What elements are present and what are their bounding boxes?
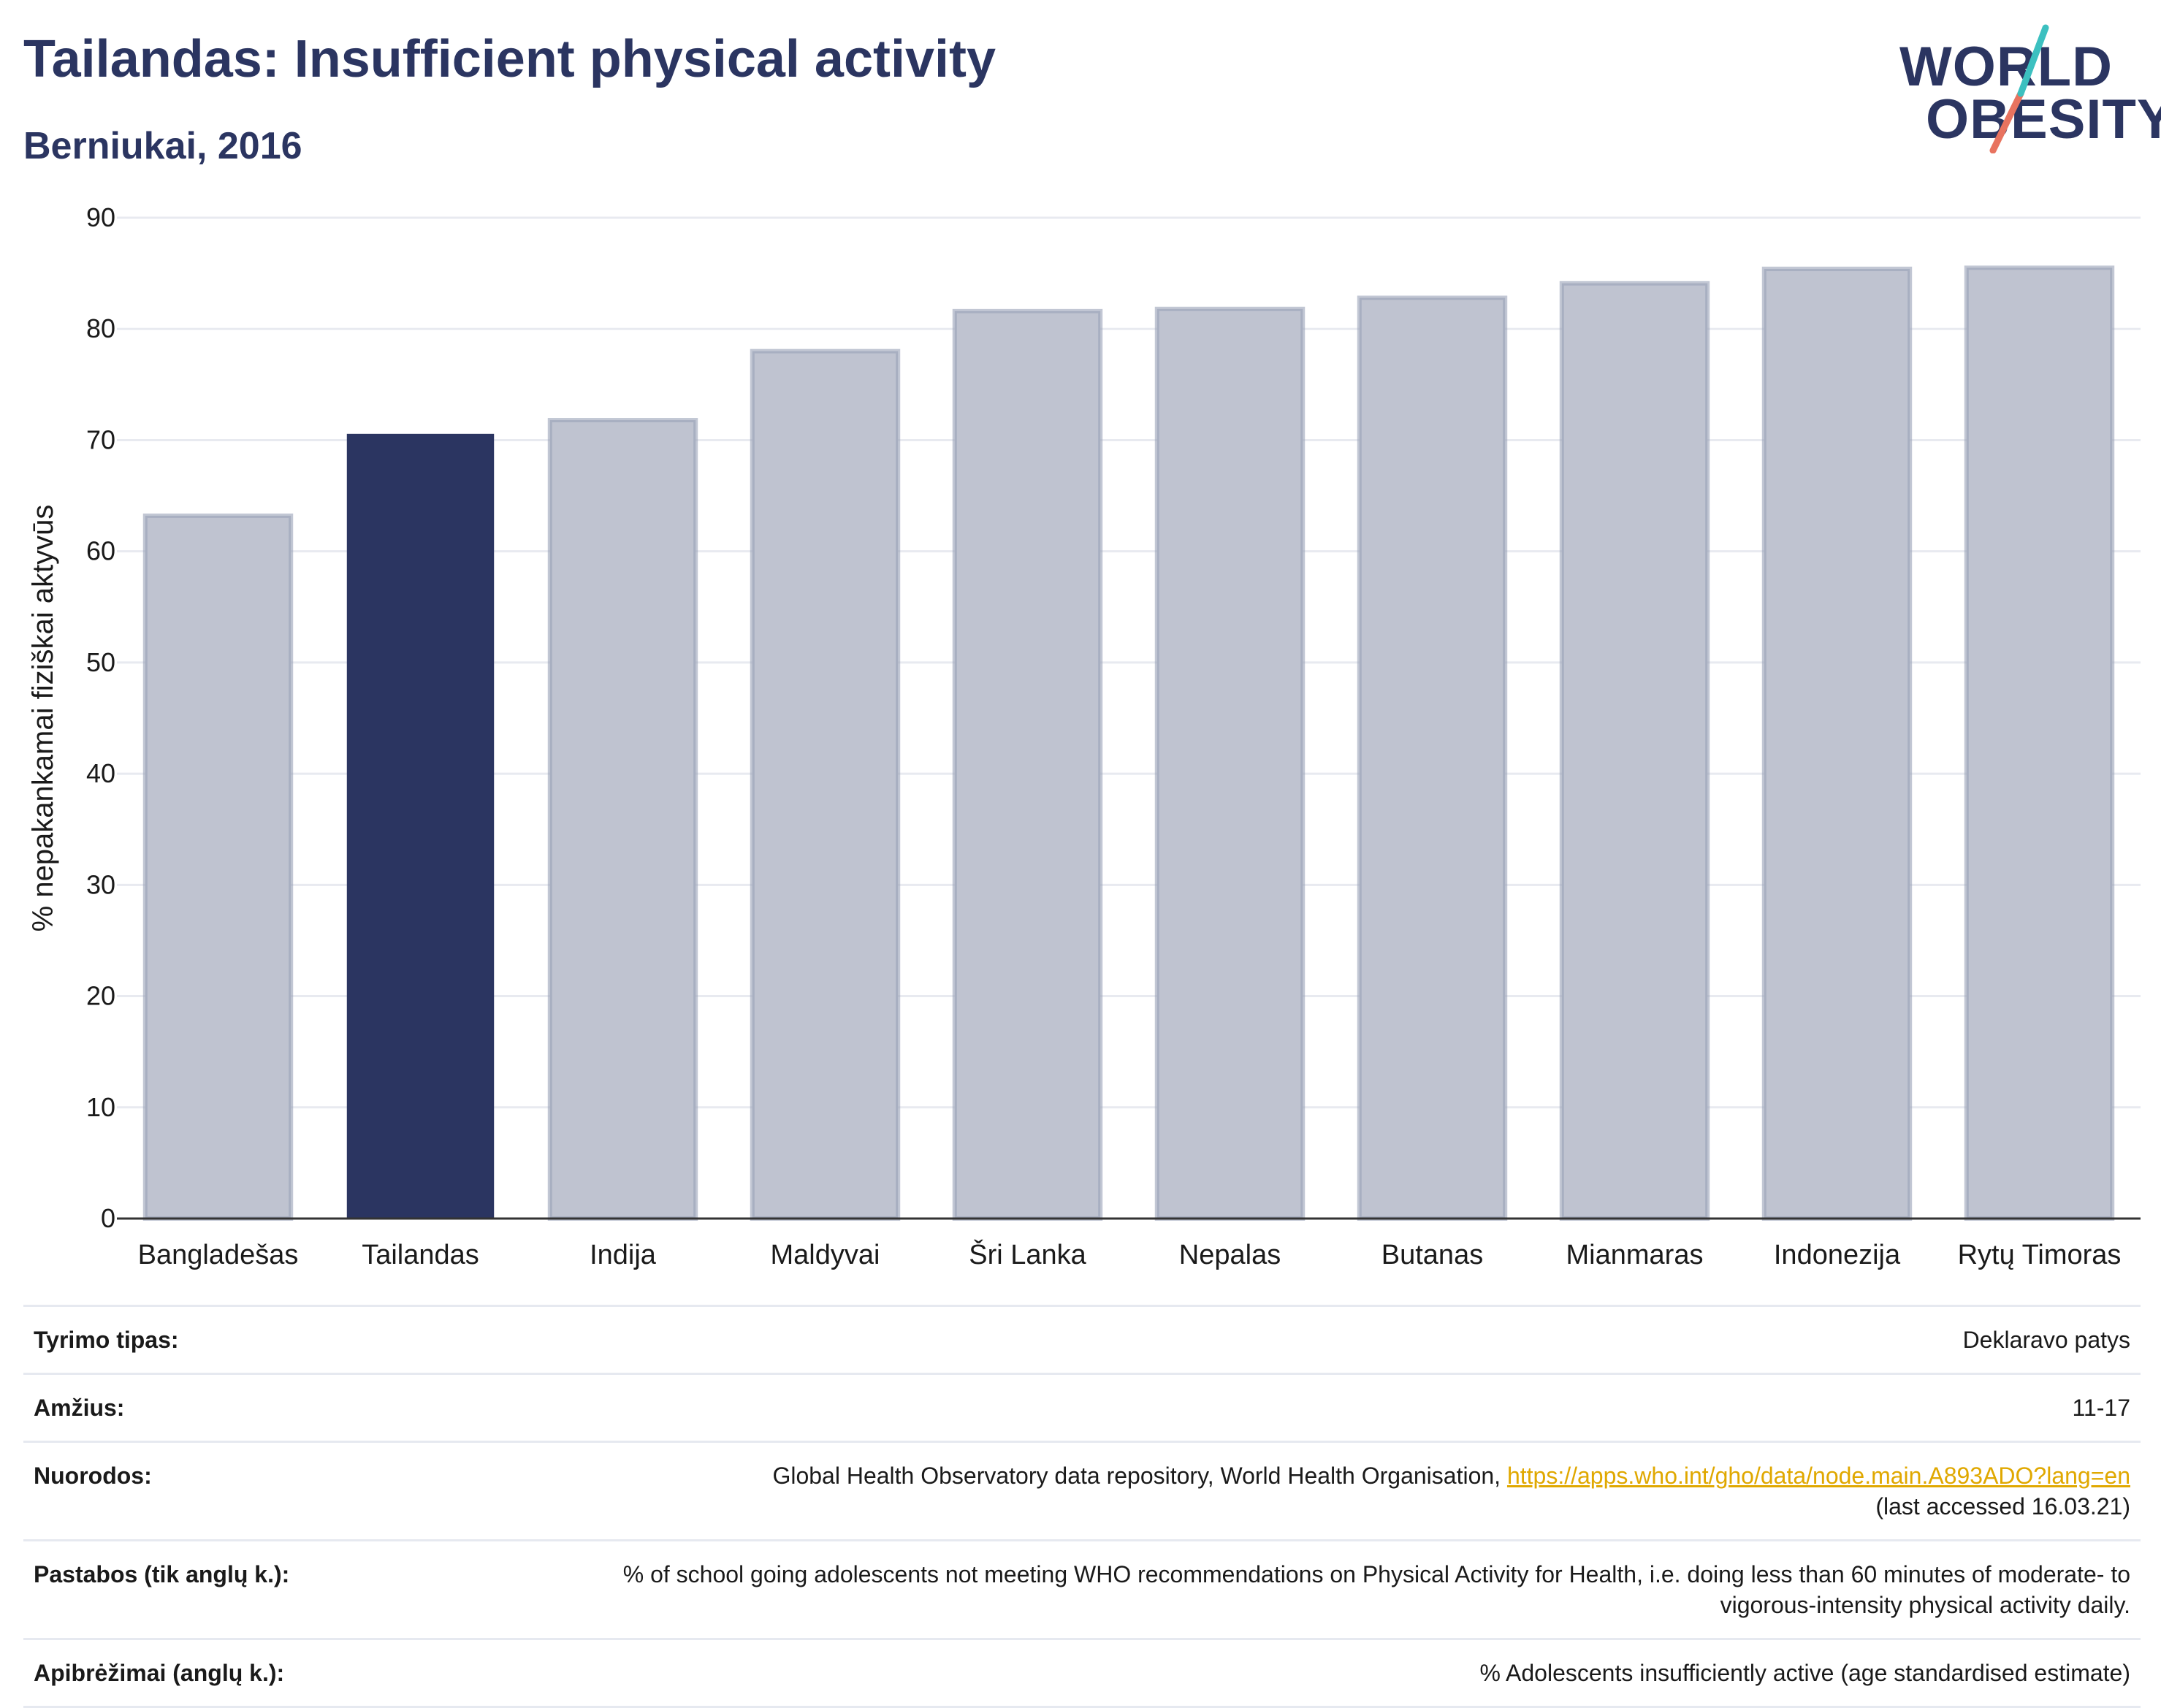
info-row-notes: Pastabos (tik anglų k.): % of school goi…	[23, 1539, 2141, 1638]
y-tick-label: 30	[86, 869, 115, 899]
info-row-definitions: Apibrėžimai (anglų k.): % Adolescents in…	[23, 1638, 2141, 1708]
logo-line2: OBESITY	[1926, 88, 2161, 150]
info-value: Global Health Observatory data repositor…	[772, 1460, 2130, 1522]
chart-title: Tailandas: Insufficient physical activit…	[23, 30, 996, 88]
info-table: Tyrimo tipas: Deklaravo patys Amžius: 11…	[23, 1305, 2141, 1708]
reference-link[interactable]: https://apps.who.int/gho/data/node.main.…	[1506, 1463, 2130, 1489]
info-value: 11-17	[2072, 1395, 2130, 1421]
x-tick-label: Nepalas	[1179, 1240, 1281, 1270]
bars	[142, 265, 2115, 1221]
bar-3	[750, 348, 901, 1221]
chart-subtitle: Berniukai, 2016	[23, 125, 302, 167]
info-label: Apibrėžimai (anglų k.):	[34, 1660, 285, 1686]
y-tick-label: 60	[86, 536, 115, 566]
x-axis-ticks: Bangladešas Tailandas Indija Maldyvai Šri La…	[138, 1238, 2122, 1270]
y-tick-label: 10	[86, 1092, 115, 1122]
bar-7	[1559, 281, 1710, 1221]
bar-8	[1761, 267, 1913, 1221]
bar-1	[346, 433, 495, 1219]
y-tick-label: 80	[86, 313, 115, 343]
y-tick-label: 20	[86, 981, 115, 1011]
y-tick-label: 70	[86, 424, 115, 454]
bar-6	[1357, 295, 1508, 1221]
x-tick-label: Mianmaras	[1566, 1240, 1704, 1270]
info-row-references: Nuorodos: Global Health Observatory data…	[23, 1441, 2141, 1539]
bar-0	[142, 513, 294, 1221]
info-value: % Adolescents insufficiently active (age…	[1479, 1660, 2130, 1686]
y-axis-label: % nepakankamai fiziškai aktyvūs	[27, 505, 59, 932]
x-tick-label: Tailandas	[362, 1240, 479, 1270]
y-tick-label: 50	[86, 647, 115, 677]
bar-4	[952, 308, 1103, 1221]
y-tick-label: 40	[86, 758, 115, 788]
bar-5	[1154, 306, 1306, 1221]
info-value: Deklaravo patys	[1962, 1327, 2130, 1353]
x-tick-label: Rytų Timoras	[1958, 1240, 2122, 1270]
bar-2	[547, 418, 698, 1221]
info-label: Pastabos (tik anglų k.):	[34, 1561, 290, 1587]
info-label: Nuorodos:	[34, 1463, 152, 1489]
info-value: % of school going adolescents not meetin…	[622, 1561, 2130, 1618]
logo-slash-icon	[1989, 24, 2049, 153]
x-tick-label: Indija	[590, 1240, 657, 1270]
info-row-survey-type: Tyrimo tipas: Deklaravo patys	[23, 1305, 2141, 1373]
y-axis-ticks: 0 10 20 30 40 50 60 70 80 90	[86, 202, 115, 1233]
bar-chart: 0 10 20 30 40 50 60 70 80 90 Bangladešas Tailandas…	[27, 202, 2141, 1270]
reference-text: Global Health Observatory data repositor…	[772, 1463, 1507, 1489]
info-label: Amžius:	[34, 1395, 125, 1421]
info-row-age: Amžius: 11-17	[23, 1373, 2141, 1441]
x-tick-label: Bangladešas	[138, 1240, 299, 1270]
x-tick-label: Šri Lanka	[969, 1238, 1086, 1270]
y-tick-label: 0	[101, 1203, 115, 1233]
info-label: Tyrimo tipas:	[34, 1327, 179, 1353]
logo-line1: WORLD	[1899, 36, 2114, 98]
x-tick-label: Butanas	[1381, 1240, 1483, 1270]
world-obesity-logo: WORLD OBESITY	[1899, 22, 2161, 153]
reference-accessed: (last accessed 16.03.21)	[1875, 1493, 2130, 1520]
x-tick-label: Maldyvai	[771, 1240, 880, 1270]
bar-9	[1964, 265, 2115, 1221]
x-tick-label: Indonezija	[1774, 1240, 1901, 1270]
y-tick-label: 90	[86, 202, 115, 232]
